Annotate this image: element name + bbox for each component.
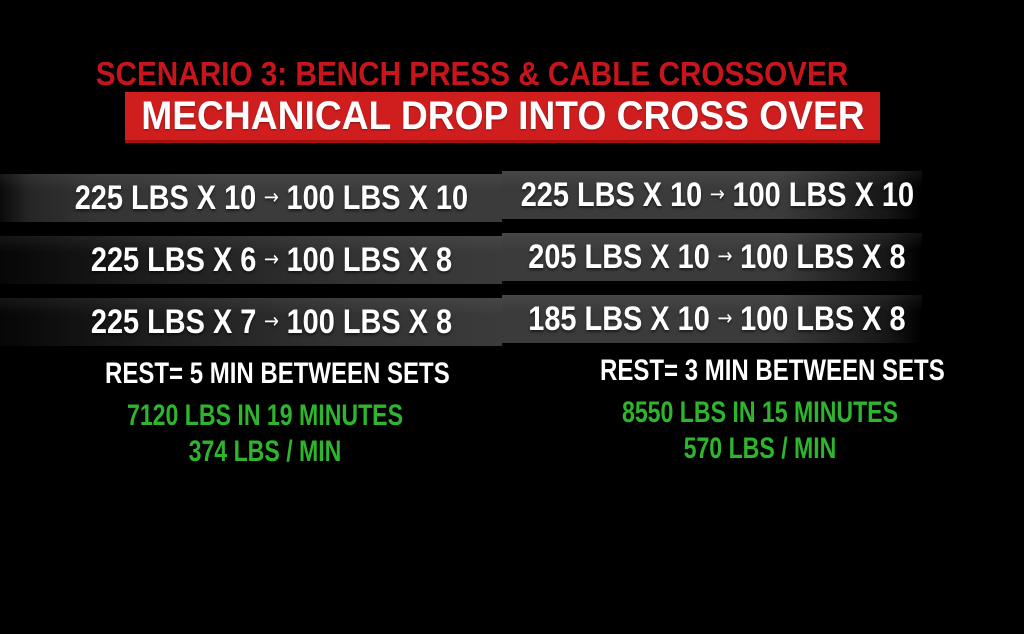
set-from: 225 LBS X 10 (520, 176, 702, 214)
arrow-right-icon: → (717, 305, 733, 330)
set-to: 100 LBS X 8 (740, 300, 906, 338)
arrow-right-icon: → (263, 308, 279, 333)
rest-label: REST= 5 MIN BETWEEN SETS (105, 357, 450, 390)
volume-label: 8550 LBS IN 15 MINUTES (621, 396, 898, 429)
volume-label: 7120 LBS IN 19 MINUTES (126, 399, 403, 432)
set-band-right: 225 LBS X 10 → 100 LBS X 10 (502, 171, 922, 219)
rest-label: REST= 3 MIN BETWEEN SETS (600, 354, 945, 387)
set-text: 225 LBS X 10 → 100 LBS X 10 (520, 178, 913, 212)
set-to: 100 LBS X 8 (286, 241, 452, 279)
superset-row-1: 225 LBS X 10 → 100 LBS X 10 225 LBS X 10… (0, 171, 1024, 222)
arrow-right-icon: → (717, 243, 733, 268)
arrow-right-icon: → (709, 181, 725, 206)
set-text: 225 LBS X 6 → 100 LBS X 8 (90, 243, 451, 277)
set-text: 225 LBS X 7 → 100 LBS X 8 (90, 305, 451, 339)
set-band-left: 225 LBS X 10 → 100 LBS X 10 (0, 174, 502, 222)
rate-label: 570 LBS / MIN (683, 432, 837, 465)
right-summary: REST= 3 MIN BETWEEN SETS 8550 LBS IN 15 … (560, 353, 960, 467)
set-band-right: 185 LBS X 10 → 100 LBS X 8 (502, 295, 922, 343)
banner: MECHANICAL DROP INTO CROSS OVER (125, 92, 880, 143)
set-from: 225 LBS X 10 (74, 179, 256, 217)
superset-row-3: 225 LBS X 7 → 100 LBS X 8 185 LBS X 10 →… (0, 295, 1024, 346)
set-band-left: 225 LBS X 7 → 100 LBS X 8 (0, 298, 502, 346)
set-text: 225 LBS X 10 → 100 LBS X 10 (74, 181, 467, 215)
set-to: 100 LBS X 10 (286, 179, 468, 217)
set-from: 225 LBS X 6 (90, 241, 256, 279)
arrow-right-icon: → (263, 246, 279, 271)
superset-row-2: 225 LBS X 6 → 100 LBS X 8 205 LBS X 10 →… (0, 233, 1024, 284)
arrow-right-icon: → (263, 184, 279, 209)
left-summary: REST= 5 MIN BETWEEN SETS 7120 LBS IN 19 … (65, 356, 465, 470)
set-band-right: 205 LBS X 10 → 100 LBS X 8 (502, 233, 922, 281)
set-text: 205 LBS X 10 → 100 LBS X 8 (528, 240, 905, 274)
banner-label: MECHANICAL DROP INTO CROSS OVER (140, 94, 865, 138)
rate-label: 374 LBS / MIN (188, 435, 342, 468)
set-to: 100 LBS X 8 (286, 303, 452, 341)
set-text: 185 LBS X 10 → 100 LBS X 8 (528, 302, 905, 336)
set-from: 225 LBS X 7 (90, 303, 256, 341)
set-from: 205 LBS X 10 (528, 238, 710, 276)
set-band-left: 225 LBS X 6 → 100 LBS X 8 (0, 236, 502, 284)
set-from: 185 LBS X 10 (528, 300, 710, 338)
set-to: 100 LBS X 8 (740, 238, 906, 276)
scenario-title: SCENARIO 3: BENCH PRESS & CABLE CROSSOVE… (95, 55, 849, 92)
set-to: 100 LBS X 10 (732, 176, 914, 214)
